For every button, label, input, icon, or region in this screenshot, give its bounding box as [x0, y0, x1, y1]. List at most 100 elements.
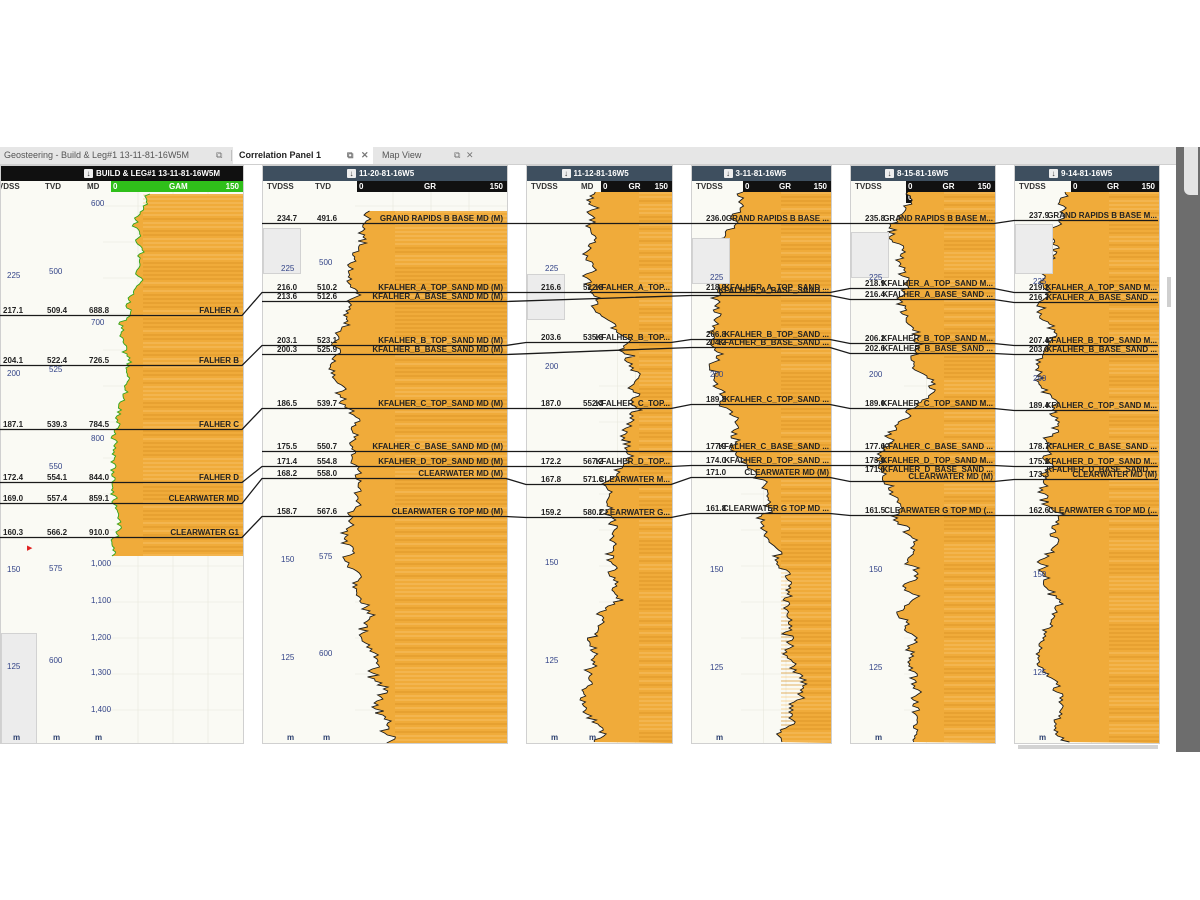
- well-track-w3[interactable]: ↓ 3-11-81-16W5 TVDSS 0 GR 150 225 200 150 125 m 236…: [691, 165, 832, 744]
- tvd-scale-label: 600: [319, 649, 333, 658]
- correlation-line[interactable]: [0, 476, 1158, 505]
- correlation-panel[interactable]: ↓BUILD & LEG#1 13-11-81-16W5MTVDSSTVDMD0…: [0, 165, 1176, 752]
- correlation-line[interactable]: [0, 403, 1158, 431]
- correlation-line[interactable]: [0, 464, 1158, 484]
- correlation-line[interactable]: [0, 512, 1158, 539]
- tab-map-view[interactable]: Map View ⧉ ✕: [376, 147, 476, 164]
- well-bore-icon[interactable]: ↓: [84, 169, 93, 178]
- tab-separator: [231, 150, 232, 161]
- restore-icon[interactable]: ⧉: [454, 150, 461, 160]
- correlation-line[interactable]: [262, 219, 1158, 225]
- top-name: FALHER C: [199, 420, 239, 429]
- well-header[interactable]: ↓ BUILD & LEG#1 13-11-81-16W5M: [1, 166, 243, 181]
- tab-correlation-panel[interactable]: Correlation Panel 1 ⧉ ✕: [233, 147, 373, 164]
- grey-block: [692, 238, 730, 284]
- current-position-marker[interactable]: ▶: [27, 545, 33, 552]
- well-header[interactable]: ↓ 9-14-81-16W5: [1015, 166, 1159, 181]
- restore-icon[interactable]: ⧉: [347, 150, 354, 160]
- top-name: KFALHER_C_TOP...: [595, 399, 670, 408]
- well-title: 9-14-81-16W5: [1061, 169, 1113, 178]
- well-header[interactable]: ↓ 3-11-81-16W5: [692, 166, 831, 181]
- side-panel-handle[interactable]: [1184, 147, 1198, 195]
- gr-fill: [1035, 192, 1159, 743]
- download-icon[interactable]: ↓: [347, 169, 356, 178]
- md-scale-label: 1,400: [91, 705, 112, 714]
- close-icon[interactable]: ✕: [361, 150, 369, 160]
- curve-scale-bar[interactable]: 0 GR 150: [357, 181, 507, 192]
- tvdss-scale-label: 125: [1033, 668, 1047, 677]
- tvdss-scale-label: 200: [1033, 374, 1047, 383]
- top-tvdss: 189.0: [865, 399, 886, 408]
- well-track-w1[interactable]: ↓ 11-20-81-16W5 TVDSS TVD 0 GR 150 225 150 125 500…: [262, 165, 508, 744]
- top-tvd: 552.4: [583, 399, 604, 408]
- well-track-w5[interactable]: ↓ 9-14-81-16W5 TVDSS 0 GR 150 225 200 150 125 m 237…: [1014, 165, 1160, 744]
- top-tvdss: 207.4: [1029, 336, 1050, 345]
- download-icon[interactable]: ↓: [723, 169, 733, 178]
- top-tvdss: 173.3: [1029, 470, 1050, 479]
- grey-block: [1015, 224, 1053, 274]
- curve-scale-bar[interactable]: 0 GR 150: [601, 181, 672, 192]
- curve-scale-bar[interactable]: 0 GR 150: [906, 181, 995, 192]
- top-tvd: 558.0: [317, 469, 338, 478]
- column-headers: TVDSS MD: [527, 181, 672, 192]
- horizontal-scrollbar[interactable]: [1018, 745, 1158, 749]
- download-icon[interactable]: ↓: [885, 169, 894, 178]
- correlation-line[interactable]: [262, 294, 1158, 304]
- curve-max: 150: [225, 182, 239, 191]
- top-name: GRAND RAPIDS B BASE MD (M): [379, 214, 503, 223]
- tvd-scale-label: 550: [49, 462, 63, 471]
- curve-scale-bar[interactable]: 0 GR 150: [1071, 181, 1159, 192]
- column-header-tvdss: TVDSS: [855, 182, 882, 191]
- correlation-line[interactable]: [262, 346, 1158, 356]
- top-tvdss: 236.0: [706, 214, 727, 223]
- well-track-w0[interactable]: ↓BUILD & LEG#1 13-11-81-16W5MTVDSSTVDMD0…: [0, 165, 244, 744]
- well-header[interactable]: ↓ 11-12-81-16W5: [527, 166, 672, 181]
- correlation-line[interactable]: [0, 338, 1158, 367]
- top-tvdss: 178.7: [1029, 442, 1050, 451]
- column-header-md: MD: [87, 182, 100, 191]
- top-tvd: 580.2: [583, 508, 604, 517]
- top-name: CLEARWATER MD (M): [418, 469, 503, 478]
- top-name: KFALHER_A_TOP_SAND M...: [1045, 283, 1157, 292]
- tvd-scale-label: 575: [49, 564, 63, 573]
- vertical-scrollbar-thumb[interactable]: [1167, 277, 1171, 307]
- top-name: KFALHER_C_BASE_SAND MD (M): [372, 442, 503, 451]
- top-name: CLEARWATER MD (M): [744, 468, 829, 477]
- well-header[interactable]: ↓ 11-20-81-16W5: [263, 166, 507, 181]
- column-header-md: MD: [581, 182, 594, 191]
- curve-name: GR: [628, 182, 641, 191]
- top-name: GRAND RAPIDS B BASE M...: [883, 214, 993, 223]
- curve-name: GR: [1107, 182, 1119, 191]
- well-header[interactable]: ↓ 8-15-81-16W5: [851, 166, 995, 181]
- top-tvdss: 177.6: [865, 442, 886, 451]
- curve-max: 150: [813, 182, 827, 191]
- grey-block: [263, 228, 301, 274]
- curve-scale-bar[interactable]: 0 GAM 150: [111, 181, 243, 192]
- curve-scale-bar[interactable]: 0 GR 150: [743, 181, 831, 192]
- top-tvd: 525.9: [317, 345, 338, 354]
- tab-geosteering-label: Geosteering - Build & Leg#1 13-11-81-16W…: [4, 150, 189, 160]
- top-name: KFALHER_D_TOP_SAND M...: [881, 456, 993, 465]
- top-name: CLEARWATER G TOP MD ...: [722, 504, 829, 513]
- top-name: CLEARWATER G...: [599, 508, 670, 517]
- close-icon[interactable]: ✕: [466, 150, 474, 160]
- restore-icon[interactable]: ⧉: [216, 150, 223, 160]
- tvdss-scale-label: 225: [545, 264, 559, 273]
- top-name: CLEARWATER G1: [170, 528, 239, 537]
- top-name: KFALHER_A_BASE_SAND ...: [1046, 293, 1157, 302]
- top-tvdss: 206.2: [865, 334, 886, 343]
- top-tvd: 535.8: [583, 333, 604, 342]
- top-tvdss: 213.6: [277, 292, 298, 301]
- tvdss-scale-label: 125: [869, 663, 883, 672]
- download-icon[interactable]: ↓: [561, 169, 571, 178]
- well-track-w4[interactable]: ↓8-15-81-16W5TVDSS0GR1500GR1502252001501…: [850, 165, 996, 744]
- top-md: 910.0: [89, 528, 110, 537]
- correlation-line[interactable]: [0, 287, 1158, 317]
- tvdss-scale-label: 200: [7, 369, 21, 378]
- top-name: KFALHER_A_TOP_SAND MD (M): [378, 283, 503, 292]
- tab-geosteering[interactable]: Geosteering - Build & Leg#1 13-11-81-16W…: [0, 147, 230, 164]
- top-md: 784.5: [89, 420, 110, 429]
- top-tvdss: 187.0: [541, 399, 562, 408]
- download-icon[interactable]: ↓: [1049, 169, 1058, 178]
- gr-fill: [110, 194, 243, 556]
